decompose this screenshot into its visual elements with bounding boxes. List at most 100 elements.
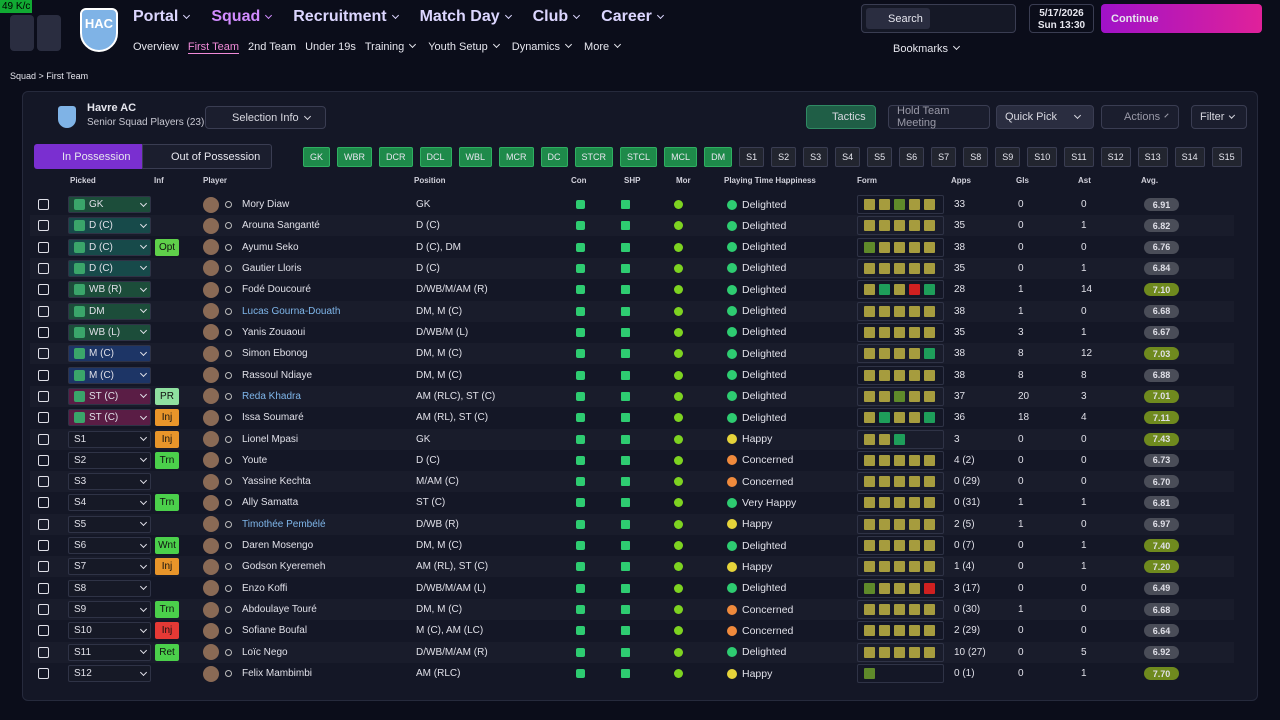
picked-select[interactable]: S8 [68,579,151,597]
checkbox[interactable] [38,412,49,424]
position-button[interactable]: S9 [995,147,1021,167]
player-row[interactable]: S10 Inj Sofiane Boufal M (C), AM (LC) Concer… [30,620,1234,641]
hold-meeting-button[interactable]: Hold Team Meeting [888,105,990,129]
picked-select[interactable]: D (C) [68,217,151,235]
position-button[interactable]: S10 [1027,147,1058,167]
checkbox[interactable] [38,390,49,402]
back-button[interactable] [10,15,34,51]
date-box[interactable]: 5/17/2026 Sun 13:30 [1029,4,1094,33]
player-row[interactable]: D (C) Arouna Sanganté D (C) Delighted 35 0 1 6.… [30,215,1234,237]
picked-select[interactable]: S7 [68,558,151,576]
player-name[interactable]: Lucas Gourna-Douath [242,305,341,317]
position-button[interactable]: S1 [739,147,765,167]
player-row[interactable]: M (C) Rassoul Ndiaye DM, M (C) Delighted 38 8… [30,365,1234,386]
crumb[interactable]: Squad [10,71,37,81]
checkbox[interactable] [38,582,49,594]
player-row[interactable]: ST (C) PR Reda Khadra AM (RLC), ST (C) Delig… [30,385,1234,407]
position-button[interactable]: S5 [867,147,893,167]
checkbox[interactable] [38,561,49,573]
player-row[interactable]: DM Lucas Gourna-Douath DM, M (C) Delighted 3… [30,300,1234,322]
position-button[interactable]: S8 [963,147,989,167]
selection-info-button[interactable]: Selection Info [205,106,326,129]
checkbox[interactable] [38,646,49,658]
picked-select[interactable]: M (C) [68,366,151,384]
picked-select[interactable]: WB (L) [68,323,151,341]
actions-button[interactable]: Actions [1101,105,1179,129]
checkbox[interactable] [38,241,49,253]
picked-select[interactable]: S2 [68,451,151,469]
player-row[interactable]: D (C) Opt Ayumu Seko D (C), DM Delighted 38 0 0… [30,237,1234,258]
checkbox[interactable] [38,284,49,296]
picked-select[interactable]: D (C) [68,259,151,277]
player-row[interactable]: S5 Timothée Pembélé D/WB (R) Happy 2 (5) 1 0 6.… [30,513,1234,535]
club-badge[interactable]: HAC [80,8,118,52]
position-button[interactable]: S7 [931,147,957,167]
player-row[interactable]: D (C) Gautier Lloris D (C) Delighted 35 0 1 6.8… [30,257,1234,279]
checkbox[interactable] [38,625,49,637]
position-button[interactable]: DCR [379,147,413,167]
player-row[interactable]: WB (R) Fodé Doucouré D/WB/M/AM (R) Delighte… [30,279,1234,300]
nav-item[interactable]: Squad [211,8,275,26]
picked-select[interactable]: S1 [68,430,151,448]
subnav-item[interactable]: Youth Setup [428,40,503,54]
position-button[interactable]: DCL [419,147,452,167]
picked-select[interactable]: D (C) [68,238,151,256]
picked-select[interactable]: M (C) [68,345,151,363]
checkbox[interactable] [38,348,49,360]
subnav-item[interactable]: More [584,40,624,54]
nav-item[interactable]: Club [533,8,584,26]
checkbox[interactable] [38,326,49,338]
picked-select[interactable]: DM [68,302,151,320]
nav-item[interactable]: Career [601,8,667,26]
checkbox[interactable] [38,369,49,381]
forward-button[interactable] [37,15,61,51]
nav-item[interactable]: Portal [133,8,193,26]
tab-active[interactable]: In Possession [34,144,142,169]
checkbox[interactable] [38,305,49,317]
tab[interactable]: Out of Possession [142,144,272,169]
checkbox[interactable] [38,220,49,232]
picked-select[interactable]: S6 [68,537,151,555]
checkbox[interactable] [38,497,49,509]
picked-select[interactable]: S9 [68,601,151,619]
player-row[interactable]: S1 Inj Lionel Mpasi GK Happy 3 0 0 7.43 [30,428,1234,450]
player-row[interactable]: S4 Trn Ally Samatta ST (C) Very Happy 0 (31) 1… [30,492,1234,513]
subnav-item[interactable]: Overview [133,41,179,54]
player-row[interactable]: S2 Trn Youte D (C) Concerned 4 (2) 0 0 6.73 [30,450,1234,471]
position-button[interactable]: S14 [1174,147,1205,167]
position-button[interactable]: WBR [337,147,373,167]
player-row[interactable]: S8 Enzo Koffi D/WB/M/AM (L) Delighted 3 (17)… [30,578,1234,599]
position-button[interactable]: S2 [771,147,797,167]
player-row[interactable]: S3 Yassine Kechta M/AM (C) Concerned 0 (29) 0… [30,471,1234,493]
checkbox[interactable] [38,604,49,616]
picked-select[interactable]: WB (R) [68,281,151,299]
nav-item[interactable]: Match Day [420,8,515,26]
checkbox[interactable] [38,199,49,210]
picked-select[interactable]: GK [68,196,151,213]
position-button[interactable]: S3 [803,147,829,167]
position-button[interactable]: DC [540,147,568,167]
player-row[interactable]: S9 Trn Abdoulaye Touré DM, M (C) Concerned 0 … [30,599,1234,621]
player-row[interactable]: S7 Inj Godson Kyeremeh AM (RL), ST (C) Happy… [30,556,1234,578]
subnav-item[interactable]: Training [365,40,419,54]
search-button[interactable]: Search [866,8,930,29]
position-button[interactable]: STCL [620,147,658,167]
position-button[interactable]: S13 [1137,147,1168,167]
picked-select[interactable]: S3 [68,473,151,491]
position-button[interactable]: DM [704,147,733,167]
player-row[interactable]: S6 Wnt Daren Mosengo DM, M (C) Delighted 0 (7… [30,535,1234,556]
subnav-item[interactable]: Dynamics [512,40,575,54]
position-button[interactable]: STCR [574,147,614,167]
checkbox[interactable] [38,262,49,274]
picked-select[interactable]: S4 [68,494,151,512]
player-name[interactable]: Reda Khadra [242,390,301,402]
player-row[interactable]: M (C) Simon Ebonog DM, M (C) Delighted 38 8 12… [30,343,1234,365]
picked-select[interactable]: S12 [68,665,151,683]
subnav-item[interactable]: First Team [187,41,239,54]
picked-select[interactable]: S10 [68,622,151,640]
tactics-button[interactable]: Tactics [806,105,876,129]
checkbox[interactable] [38,433,49,445]
crumb[interactable]: First Team [46,71,89,81]
player-row[interactable]: WB (L) Yanis Zouaoui D/WB/M (L) Delighted 35… [30,322,1234,343]
position-button[interactable]: S12 [1100,147,1131,167]
